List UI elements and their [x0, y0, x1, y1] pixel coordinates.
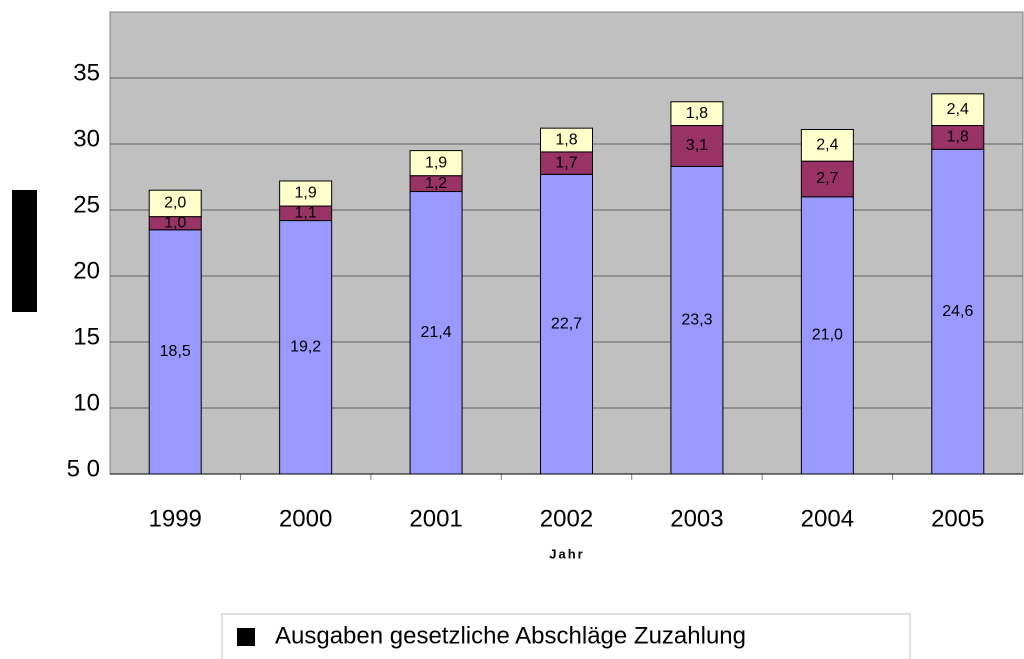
- y-tick-label: 15: [73, 323, 100, 350]
- value-label: 1,8: [555, 131, 577, 148]
- bar-segment: [148, 189, 202, 218]
- value-label: 1,8: [686, 105, 708, 122]
- value-label: 1,8: [947, 129, 969, 146]
- bar-segment: [670, 125, 724, 167]
- bar-segment: [670, 165, 724, 475]
- y-tick-label: 20: [73, 257, 100, 284]
- value-label: 2,0: [164, 195, 186, 212]
- bar-segment: [931, 148, 985, 475]
- value-label: 1,7: [555, 154, 577, 171]
- value-label: 2,7: [816, 170, 838, 187]
- value-label: 1,0: [164, 214, 186, 231]
- value-label: 1,9: [295, 185, 317, 202]
- bar-segment: [800, 128, 854, 162]
- y-tick-label: 25: [73, 191, 100, 218]
- value-label: 2,4: [947, 101, 969, 118]
- bar-segment: [931, 93, 985, 127]
- value-label: 18,5: [160, 343, 191, 360]
- value-label: 3,1: [686, 137, 708, 154]
- bar-segment: [148, 229, 202, 475]
- x-tick-label: 2005: [931, 505, 984, 532]
- value-label: 23,3: [681, 311, 712, 328]
- x-tick-label: 2004: [801, 505, 854, 532]
- legend-label: Ausgaben gesetzliche Abschläge Zuzahlung: [275, 622, 746, 649]
- bar-segment: [540, 127, 593, 153]
- value-label: 24,6: [942, 303, 973, 320]
- redacted-axis-label: [12, 190, 37, 312]
- bar-segment: [409, 150, 463, 177]
- legend-box: [221, 613, 911, 659]
- bar-segment: [800, 160, 854, 198]
- value-label: 1,1: [295, 205, 317, 222]
- x-tick-label: 2002: [540, 505, 593, 532]
- legend-swatch: [237, 628, 255, 646]
- y-tick-label: 10: [73, 389, 100, 416]
- y-tick-label: 30: [73, 125, 100, 152]
- value-label: 19,2: [290, 338, 321, 355]
- bar-segment: [540, 173, 593, 475]
- value-label: 1,2: [425, 175, 447, 192]
- value-label: 2,4: [816, 137, 838, 154]
- x-tick-label: 1999: [149, 505, 202, 532]
- value-label: 22,7: [551, 315, 582, 332]
- bar-segment: [800, 196, 854, 475]
- value-label: 21,0: [812, 327, 843, 344]
- x-tick-label: 2001: [409, 505, 462, 532]
- bar-segment: [670, 101, 724, 127]
- x-axis-label: Jahr: [549, 546, 584, 561]
- x-tick-label: 2000: [279, 505, 332, 532]
- value-label: 1,9: [425, 154, 447, 171]
- value-label: 21,4: [421, 324, 452, 341]
- x-tick-label: 2003: [670, 505, 723, 532]
- y-tick-label: 35: [73, 59, 100, 86]
- y-tick-label: 5 0: [67, 455, 100, 482]
- bar-segment: [279, 180, 333, 207]
